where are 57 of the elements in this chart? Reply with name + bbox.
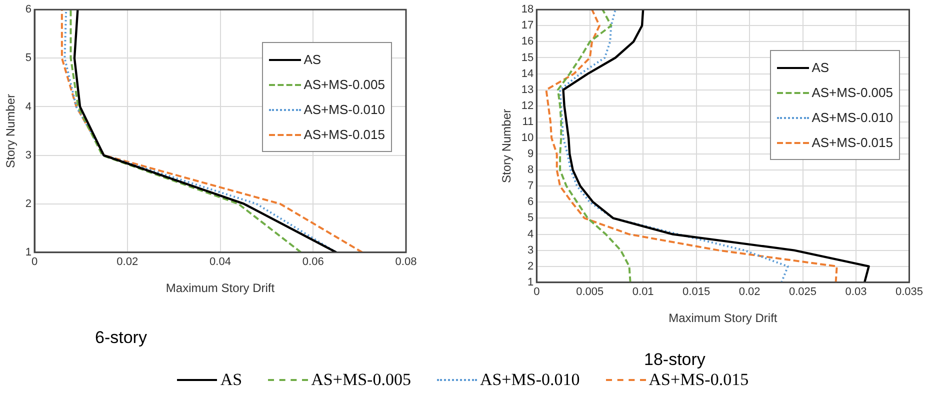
y-tick-label: 8 [528, 164, 534, 176]
y-tick-label: 6 [25, 4, 32, 16]
legend-label: AS+MS-0.015 [812, 135, 893, 150]
x-axis-title: Maximum Story Drift [166, 281, 276, 296]
y-tick-label: 4 [25, 100, 32, 113]
x-tick-label: 0 [31, 256, 38, 268]
x-tick-label: 0.03 [845, 286, 867, 298]
text: AS+MS-0.015 [648, 370, 749, 389]
legend-label: AS+MS-0.010 [812, 110, 893, 125]
x-tick-label: 0.04 [210, 256, 231, 268]
legend-label: AS+MS-0.010 [304, 102, 385, 117]
y-tick-label: 13 [521, 84, 534, 96]
x-tick-label: 0.02 [738, 286, 760, 298]
x-tick-label: 0.025 [789, 286, 817, 298]
y-tick-label: 1 [528, 276, 534, 288]
y-tick-label: 3 [528, 244, 534, 256]
y-tick-label: 18 [521, 4, 534, 16]
y-tick-label: 5 [528, 212, 534, 224]
legend-label: AS [812, 60, 830, 75]
text: 18-story [644, 350, 706, 370]
x-tick-label: 0.06 [302, 256, 324, 268]
y-tick-label: 7 [528, 180, 534, 192]
y-tick-label: 14 [521, 68, 534, 80]
y-tick-label: 11 [522, 116, 534, 128]
y-tick-label: 12 [521, 100, 534, 112]
y-axis-title: Story Number [4, 94, 18, 168]
x-tick-label: 0.01 [632, 286, 654, 298]
y-tick-label: 3 [25, 149, 32, 162]
legend-label: AS+MS-0.015 [304, 127, 385, 142]
y-tick-label: 9 [528, 148, 534, 160]
legend-label: AS+MS-0.005 [304, 77, 385, 92]
line-series [559, 10, 789, 282]
x-tick-label: 0 [534, 286, 540, 298]
x-tick-label: 0.015 [682, 286, 710, 298]
y-tick-label: 4 [528, 228, 534, 240]
y-tick-label: 16 [521, 36, 534, 48]
text: AS+MS-0.005 [311, 370, 411, 389]
legend-label: AS+MS-0.005 [812, 85, 893, 100]
text: AS [220, 370, 242, 389]
x-tick-label: 0.08 [395, 256, 417, 268]
y-tick-label: 2 [528, 260, 534, 272]
y-tick-label: 6 [528, 196, 534, 208]
x-tick-label: 0.035 [895, 286, 923, 298]
y-tick-label: 2 [25, 198, 32, 210]
x-tick-label: 0.005 [576, 286, 604, 298]
y-tick-label: 5 [25, 52, 32, 64]
y-tick-label: 10 [521, 132, 534, 144]
line-series [556, 10, 632, 282]
y-axis-title: Story Number [500, 108, 514, 184]
y-tick-label: 17 [521, 20, 534, 32]
x-tick-label: 0.02 [116, 256, 138, 268]
legend-label: AS [304, 52, 322, 67]
y-tick-label: 15 [521, 52, 534, 64]
text: AS+MS-0.010 [480, 370, 580, 389]
text: 6-story [95, 328, 147, 348]
y-tick-label: 1 [25, 246, 32, 258]
x-axis-title: Maximum Story Drift [668, 311, 778, 326]
